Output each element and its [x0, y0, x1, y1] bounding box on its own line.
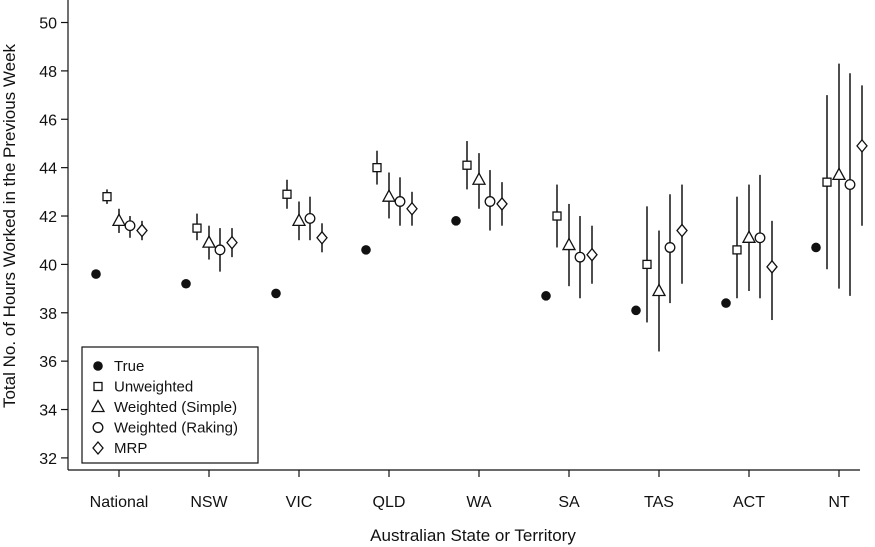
point-true — [721, 298, 731, 308]
y-axis-title: Total No. of Hours Worked in the Previou… — [0, 43, 19, 408]
point-true — [181, 278, 191, 289]
x-tick-label: NT — [828, 494, 850, 511]
x-tick-label: NSW — [190, 494, 228, 511]
point-mrp — [316, 230, 328, 245]
point-weighted-simple — [831, 167, 847, 181]
point-weighted-simple — [741, 229, 757, 243]
legend-marker-unweighted — [93, 381, 103, 392]
point-weighted-simple — [111, 213, 127, 227]
legend-marker-mrp — [92, 440, 104, 456]
point-unweighted — [282, 189, 292, 199]
point-true — [361, 245, 371, 255]
point-true — [631, 305, 641, 316]
legend-label: Unweighted — [114, 379, 193, 396]
point-mrp — [136, 223, 148, 238]
point-weighted-raking — [124, 220, 136, 232]
point-weighted-raking — [664, 242, 676, 253]
point-weighted-simple — [561, 237, 577, 251]
point-mrp — [586, 247, 598, 262]
legend-marker-weighted-raking — [92, 422, 104, 433]
point-unweighted — [552, 211, 562, 221]
y-tick-label: 48 — [39, 64, 57, 81]
x-axis-title: Australian State or Territory — [370, 526, 576, 545]
legend-marker-true — [93, 361, 103, 371]
x-tick-label: ACT — [733, 494, 765, 511]
legend-label: MRP — [114, 440, 147, 457]
point-unweighted — [462, 160, 472, 170]
point-weighted-simple — [381, 188, 397, 202]
point-true — [451, 216, 461, 226]
confidence-intervals — [106, 63, 863, 352]
point-true — [91, 269, 101, 279]
point-unweighted — [732, 245, 742, 255]
point-mrp — [766, 259, 778, 274]
point-unweighted — [192, 223, 202, 233]
point-unweighted — [642, 259, 652, 270]
point-mrp — [496, 196, 508, 211]
legend-label: Weighted (Raking) — [114, 420, 238, 437]
point-mrp — [856, 138, 868, 153]
point-mrp — [676, 223, 688, 238]
point-weighted-raking — [394, 196, 406, 207]
x-tick-label: QLD — [373, 494, 406, 511]
x-tick-label: TAS — [644, 494, 674, 511]
y-tick-label: 36 — [39, 354, 57, 371]
legend-label: True — [114, 358, 144, 375]
y-tick-label: 46 — [39, 112, 57, 129]
point-weighted-raking — [304, 212, 316, 224]
point-weighted-simple — [291, 213, 307, 227]
point-weighted-raking — [574, 251, 586, 263]
y-tick-label: 32 — [39, 451, 57, 468]
y-tick-label: 34 — [39, 403, 57, 420]
point-mrp — [226, 235, 238, 250]
point-weighted-raking — [754, 232, 766, 244]
x-tick-label: SA — [558, 494, 580, 511]
point-unweighted — [822, 177, 832, 187]
y-tick-label: 38 — [39, 306, 57, 323]
x-tick-label: National — [90, 494, 149, 511]
x-tick-label: VIC — [286, 494, 313, 511]
legend-marker-weighted-simple — [90, 399, 106, 413]
point-weighted-simple — [651, 283, 667, 297]
data-points — [91, 138, 868, 316]
y-tick-label: 50 — [39, 16, 57, 33]
point-true — [811, 242, 821, 253]
point-weighted-raking — [214, 244, 226, 256]
y-tick-label: 40 — [39, 257, 57, 274]
point-weighted-simple — [471, 171, 487, 185]
point-mrp — [406, 201, 418, 216]
point-unweighted — [372, 162, 382, 173]
y-tick-label: 44 — [39, 161, 57, 178]
point-weighted-raking — [484, 196, 496, 207]
point-unweighted — [102, 192, 112, 202]
point-weighted-raking — [844, 179, 856, 191]
axes: 32 34 36 38 40 42 44 46 48 50 National NSW VIC QLD WA S… — [39, 0, 860, 511]
point-true — [541, 291, 551, 301]
legend-label: Weighted (Simple) — [114, 399, 237, 416]
legend-box — [81, 346, 259, 464]
y-tick-label: 42 — [39, 209, 57, 226]
legend: True Unweighted Weighted (Simple) Weighted … — [81, 346, 259, 464]
x-tick-label: WA — [466, 494, 492, 511]
point-true — [271, 288, 281, 299]
point-weighted-simple — [201, 234, 217, 248]
